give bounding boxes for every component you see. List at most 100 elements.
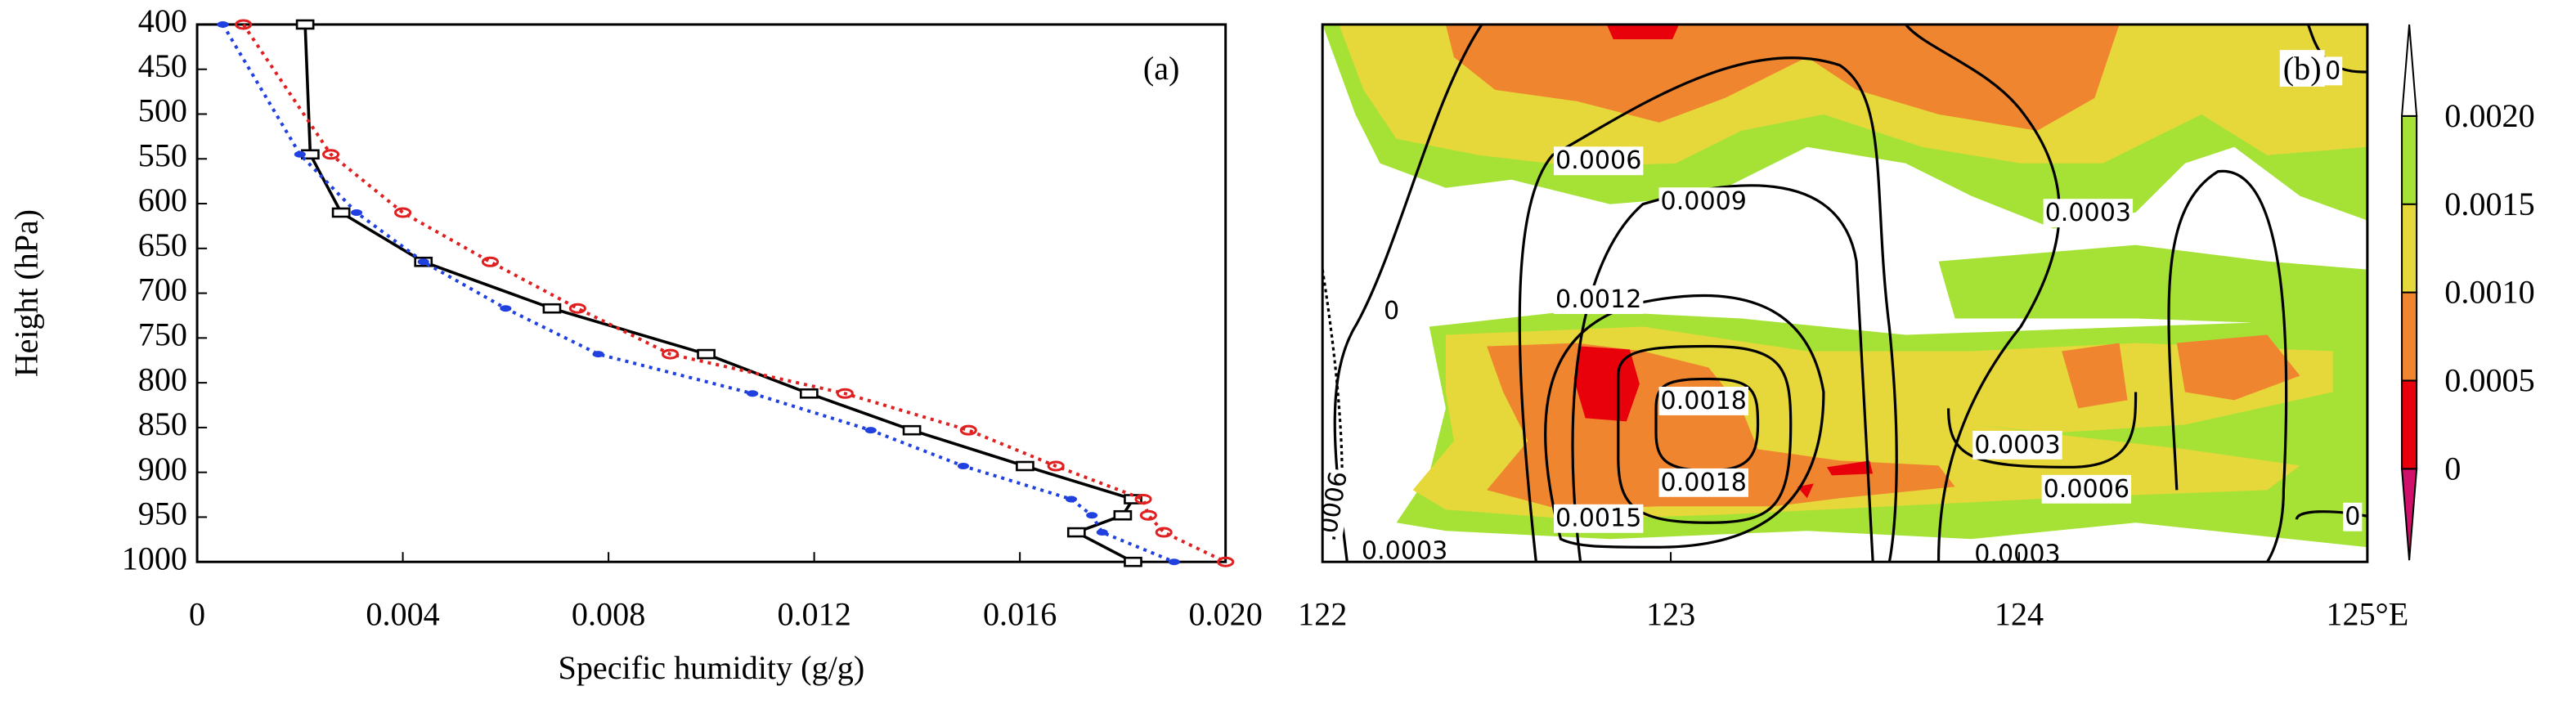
marker	[322, 149, 340, 160]
marker	[864, 427, 877, 434]
contour-label: 0.0012	[1555, 285, 1641, 314]
marker	[1113, 509, 1133, 521]
marker	[836, 388, 854, 399]
y-tick-label: 500	[138, 92, 187, 129]
y-tick-label: 400	[138, 2, 187, 39]
marker	[350, 209, 363, 216]
y-tick-label: 950	[138, 495, 187, 532]
marker	[542, 303, 562, 314]
filled-region	[1445, 24, 2120, 131]
plot-frame	[1321, 23, 2369, 563]
contour-label-bg	[1553, 146, 1644, 176]
x-tick-label: 0.012	[777, 595, 850, 632]
marker	[799, 388, 819, 399]
contour-label-bg	[1553, 504, 1644, 533]
y-axis-label: Height (hPa)	[7, 209, 44, 377]
marker	[747, 390, 759, 397]
contour-label: 0	[2325, 56, 2340, 85]
contour-line	[1571, 184, 1874, 563]
contour-line	[1518, 56, 1898, 563]
contour-label-bg	[1658, 386, 1748, 415]
marker	[481, 256, 500, 267]
y-tick-label: 450	[138, 47, 187, 84]
contour-line	[1617, 344, 1793, 524]
contour-line	[2167, 170, 2288, 563]
x-tick-label: 0.008	[572, 595, 645, 632]
marker	[331, 207, 351, 218]
colorbar-label: 0.0005	[2444, 362, 2534, 399]
marker	[959, 424, 977, 436]
x-tick-label: 125°E	[2326, 595, 2408, 632]
filled-region	[2176, 334, 2300, 401]
y-tick-label: 650	[138, 226, 187, 263]
marker	[1168, 558, 1180, 566]
panel-label-bg	[2279, 50, 2325, 87]
contour-label-bg	[2041, 474, 2132, 504]
marker	[1217, 556, 1235, 567]
marker	[1065, 495, 1078, 503]
colorbar-label: 0.0020	[2444, 97, 2534, 134]
panel-label: (b)	[2283, 50, 2322, 87]
contour-line	[1654, 377, 1760, 472]
contour-label-bg	[2343, 502, 2363, 531]
marker	[417, 258, 429, 266]
marker	[902, 424, 922, 436]
x-tick-label: 0.020	[1188, 595, 1262, 632]
marker	[217, 20, 229, 28]
contour-label: 0	[1384, 297, 1399, 325]
marker	[1096, 529, 1108, 536]
contour-label-bg	[1972, 430, 2062, 460]
filled-region	[1606, 24, 1680, 39]
contour-label: 0.0003	[1974, 431, 2060, 460]
y-tick-label: 700	[138, 271, 187, 308]
contour-label: 0.0018	[1661, 387, 1747, 415]
panel-a: 400 450 500 550 600 650 700 750 800 850 900 950 1000…	[7, 2, 1263, 686]
panel-label: (a)	[1143, 50, 1180, 87]
x-tick-label: 122	[1298, 595, 1347, 632]
contour-line	[1544, 294, 1825, 549]
marker	[697, 348, 716, 360]
contour-label-bg	[2043, 199, 2134, 228]
filled-region	[1938, 244, 2367, 327]
marker	[1139, 509, 1157, 521]
marker	[500, 305, 512, 312]
marker	[1066, 527, 1086, 538]
panel-b: 0 .0006 0.0009 0.0003 0.0012 0.0018 0.0003 0.00…	[1298, 23, 2535, 632]
series-line	[221, 23, 1175, 564]
y-tick-label: 900	[138, 451, 187, 487]
contour-label-bg	[1658, 187, 1748, 217]
contour-label: 0.0003	[2045, 199, 2131, 227]
x-tick-label: 123	[1646, 595, 1695, 632]
contour-label: 0.0009	[1661, 187, 1747, 216]
colorbar-segment	[2401, 291, 2418, 382]
contour-label: 0.0018	[1661, 469, 1747, 497]
marker	[1155, 527, 1173, 538]
filled-region	[1826, 460, 1874, 476]
contour-label: 0	[2345, 503, 2360, 531]
contour-label-bg	[2323, 56, 2343, 86]
y-tick-label: 550	[138, 137, 187, 174]
marker	[1016, 460, 1034, 472]
y-tick-label: 750	[138, 316, 187, 353]
marker	[1086, 512, 1098, 519]
colorbar-segment	[2401, 379, 2418, 470]
contour-label-bg	[1972, 540, 2062, 563]
marker	[957, 462, 970, 469]
colorbar-label: 0.0010	[2444, 274, 2534, 311]
filled-contours: 0 .0006 0.0009 0.0003 0.0012 0.0018 0.0003 0.00…	[1313, 24, 2367, 563]
colorbar-label: 0	[2444, 451, 2461, 487]
colorbar-segment	[2401, 203, 2418, 294]
contour-label-bg	[1658, 468, 1748, 497]
y-tick-label: 600	[138, 182, 187, 218]
x-tick-label: 124	[1995, 595, 2044, 632]
marker	[592, 351, 604, 358]
marker	[235, 19, 253, 30]
marker	[394, 207, 412, 218]
x-tick-label: 0.016	[983, 595, 1057, 632]
filled-region	[1573, 346, 1640, 422]
y-tick-label: 850	[138, 406, 187, 442]
marker	[1124, 556, 1142, 567]
contour-line	[1905, 24, 2061, 563]
contour-label: .0006	[1313, 469, 1353, 544]
